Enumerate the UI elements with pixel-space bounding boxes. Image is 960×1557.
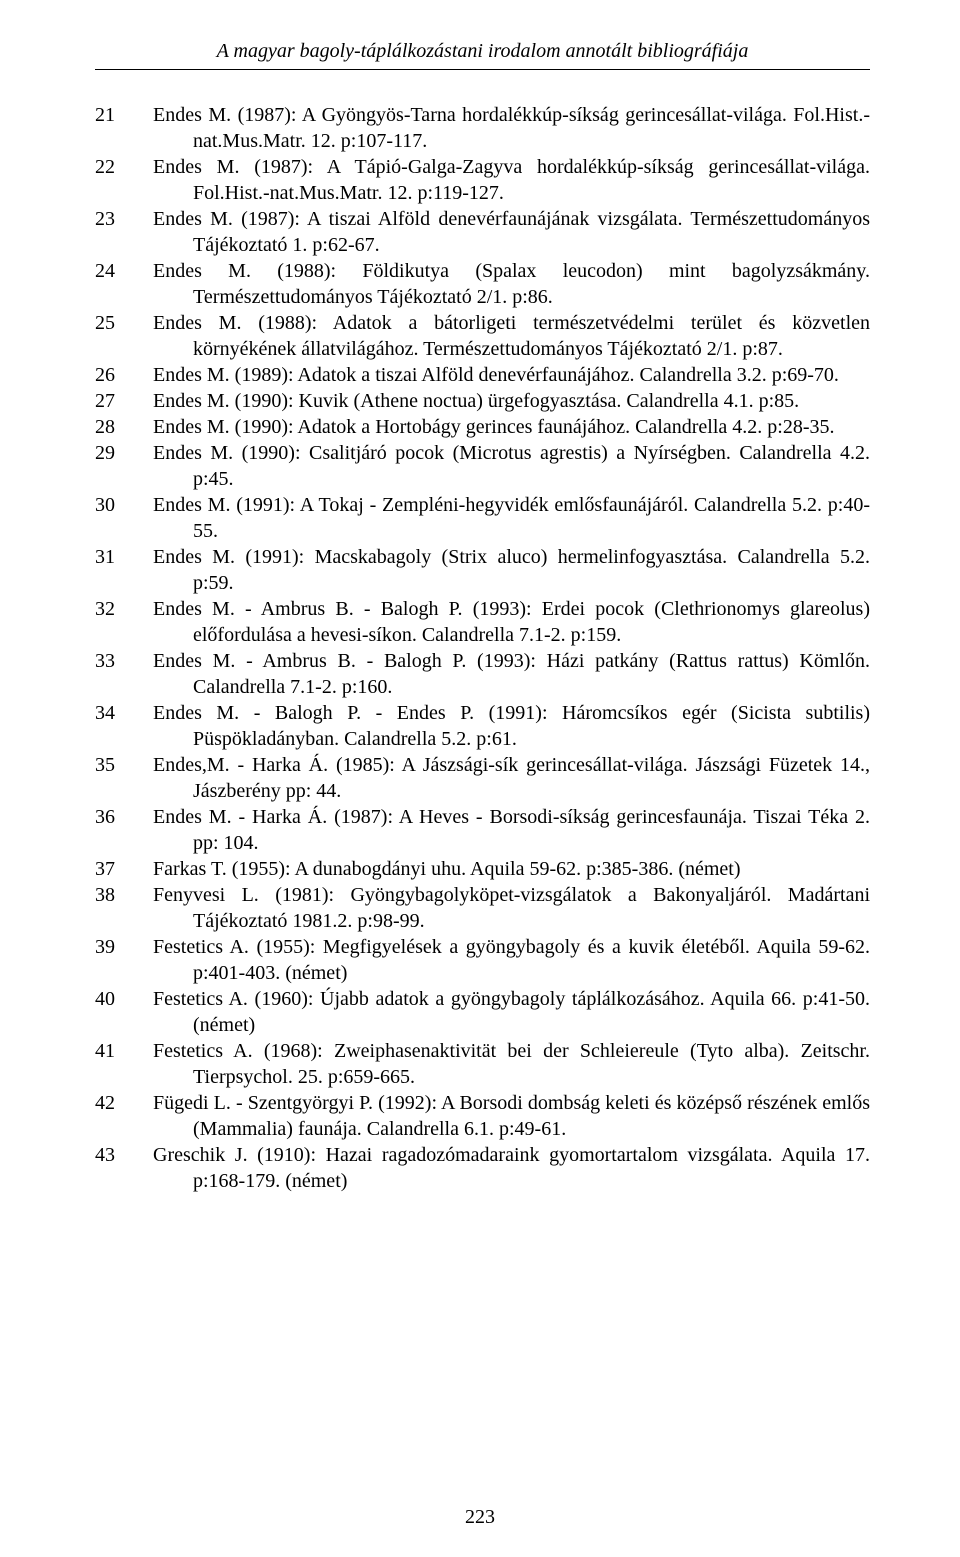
bibliography-entry: 39 Festetics A. (1955): Megfigyelések a … bbox=[95, 934, 870, 986]
bibliography-entry: 38 Fenyvesi L. (1981): Gyöngybagolyköpet… bbox=[95, 882, 870, 934]
bibliography-entry: 31 Endes M. (1991): Macskabagoly (Strix … bbox=[95, 544, 870, 596]
entry-number: 40 bbox=[95, 986, 153, 1038]
bibliography-entry: 42 Fügedi L. - Szentgyörgyi P. (1992): A… bbox=[95, 1090, 870, 1142]
entry-number: 38 bbox=[95, 882, 153, 934]
entry-text: Endes M. - Ambrus B. - Balogh P. (1993):… bbox=[153, 648, 870, 700]
bibliography-entry: 21 Endes M. (1987): A Gyöngyös-Tarna hor… bbox=[95, 102, 870, 154]
entry-text: Endes M. (1991): A Tokaj - Zempléni-hegy… bbox=[153, 492, 870, 544]
entry-text: Farkas T. (1955): A dunabogdányi uhu. Aq… bbox=[153, 856, 870, 882]
bibliography-entry: 23 Endes M. (1987): A tiszai Alföld dene… bbox=[95, 206, 870, 258]
page-number: 223 bbox=[0, 1506, 960, 1529]
entry-number: 32 bbox=[95, 596, 153, 648]
bibliography-entry: 32 Endes M. - Ambrus B. - Balogh P. (199… bbox=[95, 596, 870, 648]
entry-number: 34 bbox=[95, 700, 153, 752]
bibliography-entry: 33 Endes M. - Ambrus B. - Balogh P. (199… bbox=[95, 648, 870, 700]
bibliography-entry: 40 Festetics A. (1960): Újabb adatok a g… bbox=[95, 986, 870, 1038]
bibliography-entry: 30 Endes M. (1991): A Tokaj - Zempléni-h… bbox=[95, 492, 870, 544]
entry-text: Endes M. (1991): Macskabagoly (Strix alu… bbox=[153, 544, 870, 596]
entry-number: 23 bbox=[95, 206, 153, 258]
header-rule bbox=[95, 69, 870, 70]
entry-number: 39 bbox=[95, 934, 153, 986]
bibliography-entry: 22 Endes M. (1987): A Tápió-Galga-Zagyva… bbox=[95, 154, 870, 206]
bibliography-entry: 41 Festetics A. (1968): Zweiphasenaktivi… bbox=[95, 1038, 870, 1090]
entry-number: 36 bbox=[95, 804, 153, 856]
entry-number: 27 bbox=[95, 388, 153, 414]
entry-number: 22 bbox=[95, 154, 153, 206]
entry-text: Festetics A. (1960): Újabb adatok a gyön… bbox=[153, 986, 870, 1038]
bibliography-entry: 35 Endes,M. - Harka Á. (1985): A Jászság… bbox=[95, 752, 870, 804]
bibliography-entry: 25 Endes M. (1988): Adatok a bátorligeti… bbox=[95, 310, 870, 362]
entry-text: Festetics A. (1968): Zweiphasenaktivität… bbox=[153, 1038, 870, 1090]
entry-number: 29 bbox=[95, 440, 153, 492]
entry-number: 25 bbox=[95, 310, 153, 362]
entry-number: 26 bbox=[95, 362, 153, 388]
entry-number: 43 bbox=[95, 1142, 153, 1194]
bibliography-entry: 37 Farkas T. (1955): A dunabogdányi uhu.… bbox=[95, 856, 870, 882]
entry-number: 42 bbox=[95, 1090, 153, 1142]
bibliography-entry: 43 Greschik J. (1910): Hazai ragadozómad… bbox=[95, 1142, 870, 1194]
entry-text: Endes M. - Ambrus B. - Balogh P. (1993):… bbox=[153, 596, 870, 648]
bibliography-entry: 34 Endes M. - Balogh P. - Endes P. (1991… bbox=[95, 700, 870, 752]
bibliography-entry: 26 Endes M. (1989): Adatok a tiszai Alfö… bbox=[95, 362, 870, 388]
running-head: A magyar bagoly-táplálkozástani irodalom… bbox=[95, 40, 870, 63]
entry-text: Endes M. (1989): Adatok a tiszai Alföld … bbox=[153, 362, 870, 388]
entry-text: Endes M. (1987): A Tápió-Galga-Zagyva ho… bbox=[153, 154, 870, 206]
entry-number: 28 bbox=[95, 414, 153, 440]
entry-text: Endes M. (1987): A Gyöngyös-Tarna hordal… bbox=[153, 102, 870, 154]
entry-text: Festetics A. (1955): Megfigyelések a gyö… bbox=[153, 934, 870, 986]
entry-number: 31 bbox=[95, 544, 153, 596]
entry-number: 30 bbox=[95, 492, 153, 544]
entry-text: Endes M. (1990): Kuvik (Athene noctua) ü… bbox=[153, 388, 870, 414]
page: A magyar bagoly-táplálkozástani irodalom… bbox=[0, 0, 960, 1557]
entry-text: Endes M. (1988): Adatok a bátorligeti te… bbox=[153, 310, 870, 362]
entry-number: 21 bbox=[95, 102, 153, 154]
entry-number: 37 bbox=[95, 856, 153, 882]
entry-text: Endes M. - Balogh P. - Endes P. (1991): … bbox=[153, 700, 870, 752]
entry-text: Endes M. (1988): Földikutya (Spalax leuc… bbox=[153, 258, 870, 310]
entry-number: 24 bbox=[95, 258, 153, 310]
bibliography-entry: 27 Endes M. (1990): Kuvik (Athene noctua… bbox=[95, 388, 870, 414]
bibliography-entry: 28 Endes M. (1990): Adatok a Hortobágy g… bbox=[95, 414, 870, 440]
bibliography-list: 21 Endes M. (1987): A Gyöngyös-Tarna hor… bbox=[95, 102, 870, 1194]
entry-text: Fenyvesi L. (1981): Gyöngybagolyköpet-vi… bbox=[153, 882, 870, 934]
entry-number: 41 bbox=[95, 1038, 153, 1090]
entry-text: Endes M. (1987): A tiszai Alföld denevér… bbox=[153, 206, 870, 258]
bibliography-entry: 36 Endes M. - Harka Á. (1987): A Heves -… bbox=[95, 804, 870, 856]
entry-text: Endes M. (1990): Adatok a Hortobágy geri… bbox=[153, 414, 870, 440]
bibliography-entry: 24 Endes M. (1988): Földikutya (Spalax l… bbox=[95, 258, 870, 310]
entry-text: Fügedi L. - Szentgyörgyi P. (1992): A Bo… bbox=[153, 1090, 870, 1142]
entry-text: Endes M. (1990): Csalitjáró pocok (Micro… bbox=[153, 440, 870, 492]
entry-text: Greschik J. (1910): Hazai ragadozómadara… bbox=[153, 1142, 870, 1194]
entry-number: 35 bbox=[95, 752, 153, 804]
bibliography-entry: 29 Endes M. (1990): Csalitjáró pocok (Mi… bbox=[95, 440, 870, 492]
entry-text: Endes,M. - Harka Á. (1985): A Jászsági-s… bbox=[153, 752, 870, 804]
entry-text: Endes M. - Harka Á. (1987): A Heves - Bo… bbox=[153, 804, 870, 856]
entry-number: 33 bbox=[95, 648, 153, 700]
